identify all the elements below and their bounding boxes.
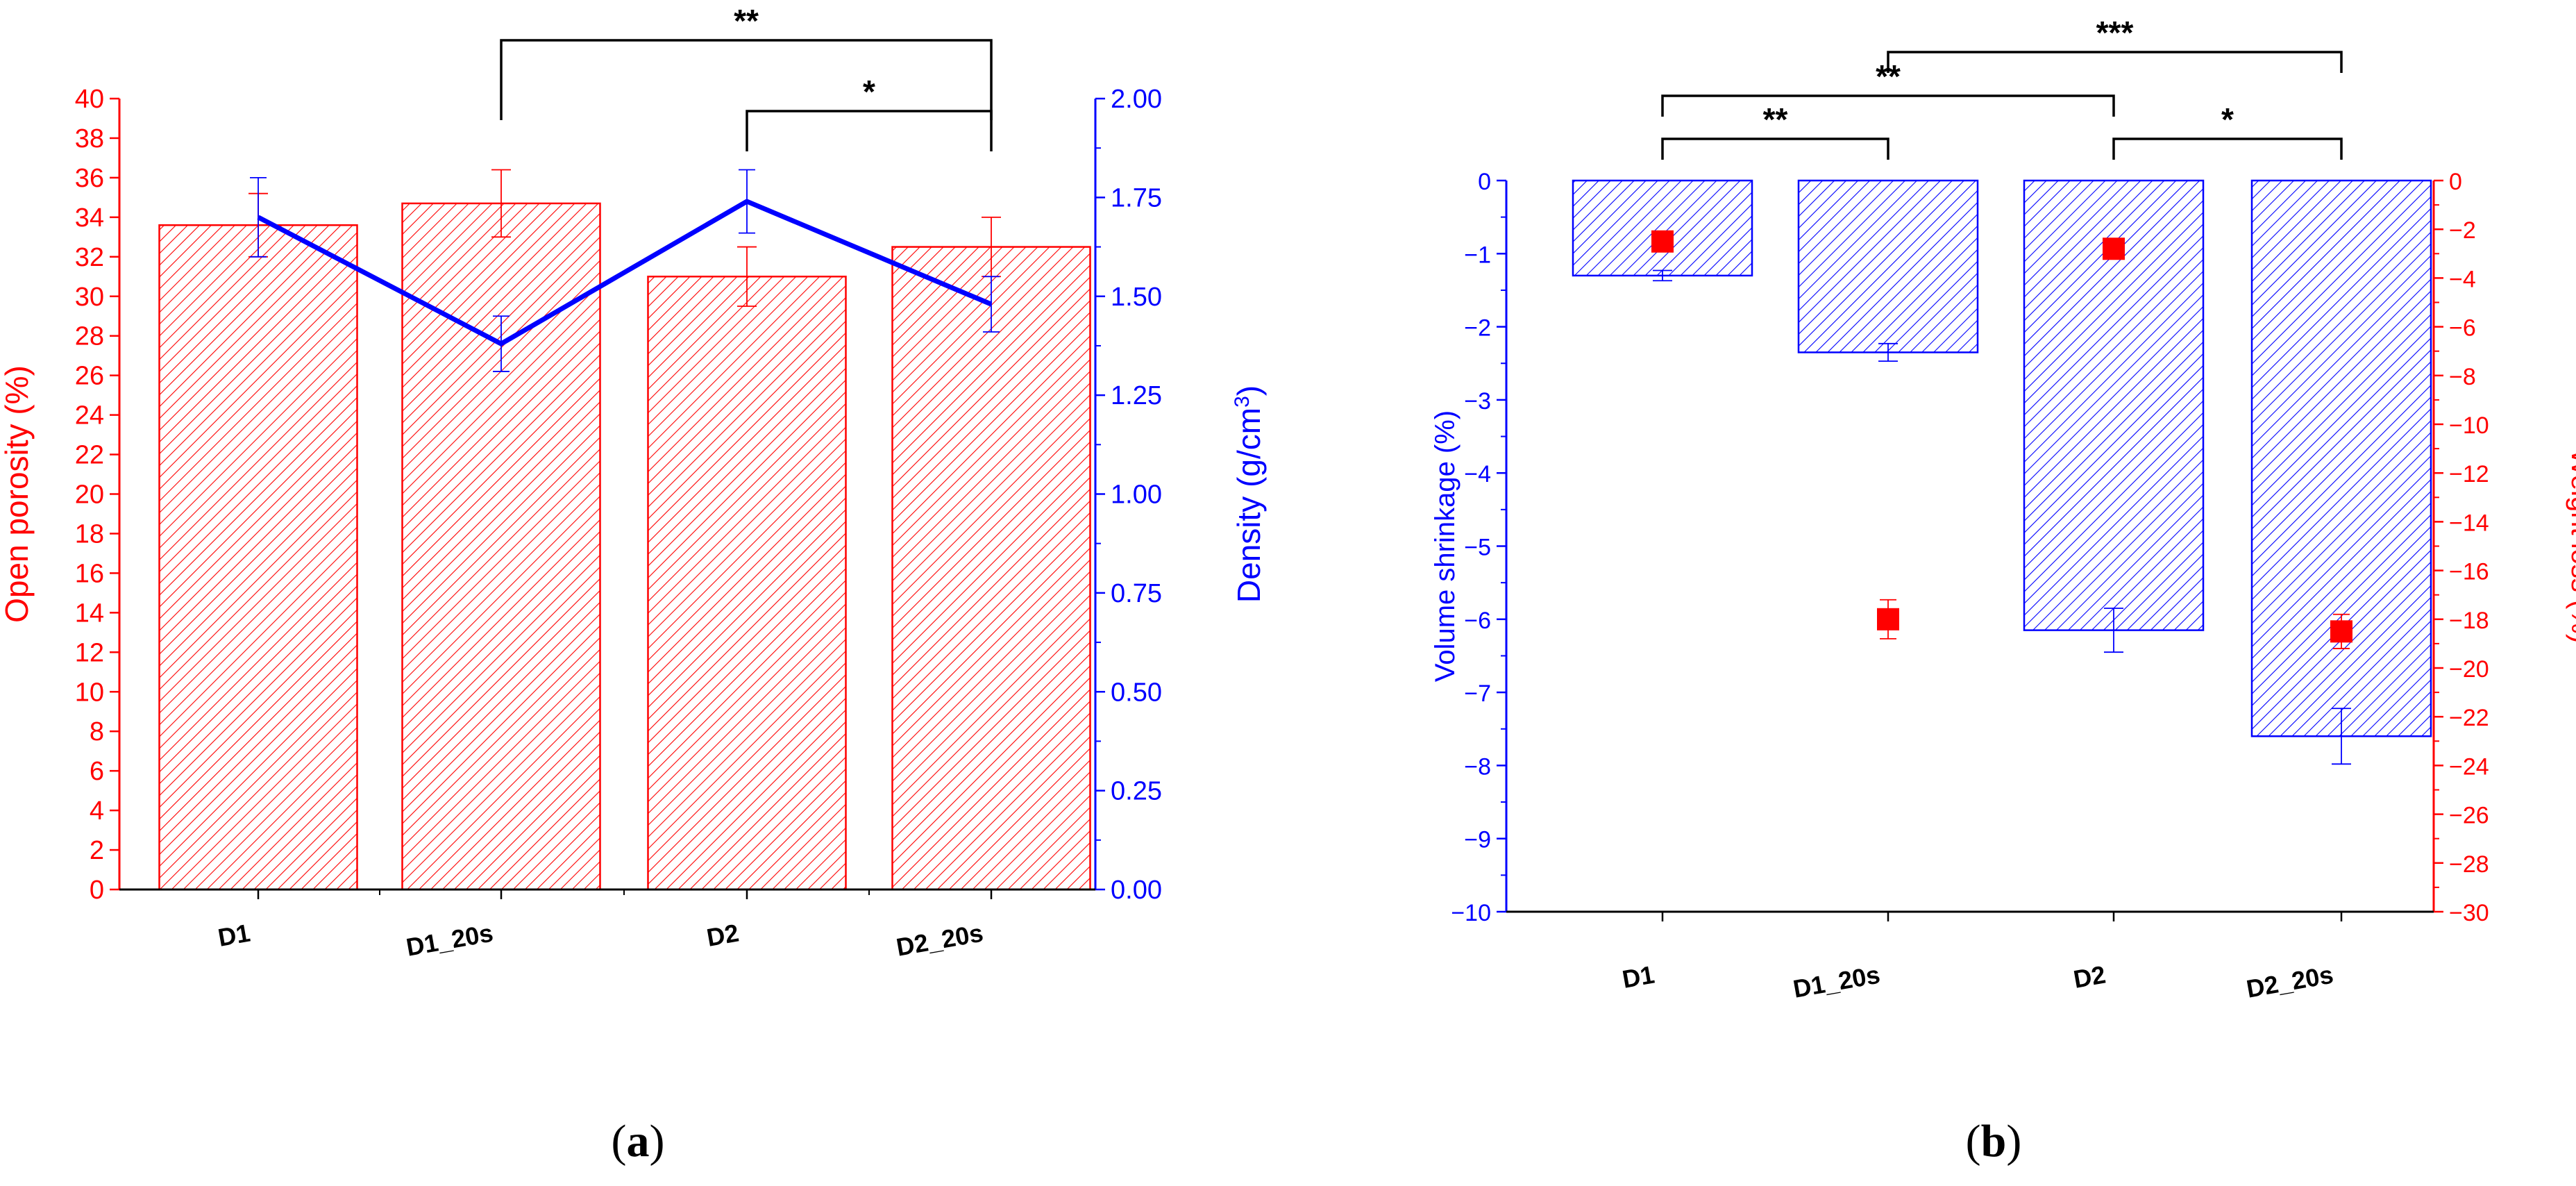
right-tick-label: −2 xyxy=(2449,217,2476,244)
right-tick-label: −10 xyxy=(2449,412,2489,439)
left-tick-label: 40 xyxy=(75,85,104,114)
left-tick-label: 12 xyxy=(75,638,104,667)
left-tick-label: −8 xyxy=(1464,753,1491,780)
left-tick-label: −7 xyxy=(1464,680,1491,707)
left-tick-label: −5 xyxy=(1464,535,1491,561)
right-tick-label: 0.00 xyxy=(1111,876,1162,905)
right-tick-label: −22 xyxy=(2449,705,2489,731)
left-tick-label: 34 xyxy=(75,203,104,233)
bar-d1-20s xyxy=(1797,179,1979,353)
left-tick-label: 8 xyxy=(90,717,104,746)
x-category-label: D2_20s xyxy=(2244,960,2335,1003)
right-tick-label: −4 xyxy=(2449,266,2476,292)
right-tick-label: −6 xyxy=(2449,315,2476,342)
left-tick-label: −4 xyxy=(1464,461,1491,487)
left-tick-label: 36 xyxy=(75,164,104,193)
right-tick-label: −28 xyxy=(2449,851,2489,878)
right-axis-title: Density (g/cm3) xyxy=(1231,385,1268,603)
left-tick-label: −2 xyxy=(1464,315,1491,342)
significance-label: ** xyxy=(1763,101,1788,137)
right-tick-label: 1.75 xyxy=(1111,183,1162,212)
weight-loss-marker xyxy=(2330,620,2352,643)
right-tick-label: −14 xyxy=(2449,510,2489,536)
right-tick-label: 1.25 xyxy=(1111,381,1162,410)
significance-label: * xyxy=(2221,101,2234,137)
right-tick-label: −18 xyxy=(2449,608,2489,634)
right-tick-label: −16 xyxy=(2449,559,2489,585)
right-axis-title-text: Density (g/cm xyxy=(1231,408,1267,603)
x-category-label: D2 xyxy=(705,919,741,952)
left-tick-label: 4 xyxy=(90,796,104,826)
weight-loss-marker xyxy=(1877,608,1899,630)
left-tick-label: 10 xyxy=(75,678,104,707)
left-tick-label: 20 xyxy=(75,481,104,510)
left-tick-label: 26 xyxy=(75,362,104,391)
right-tick-label: 0.50 xyxy=(1111,678,1162,707)
x-category-label: D1_20s xyxy=(1791,960,1882,1003)
x-category-label: D2 xyxy=(2071,960,2107,994)
left-tick-label: 6 xyxy=(90,757,104,786)
x-category-label: D1_20s xyxy=(404,919,495,962)
bar-d1 xyxy=(1572,179,1753,277)
panel-a-label: (a) xyxy=(612,1116,665,1167)
right-tick-label: 1.00 xyxy=(1111,481,1162,510)
right-tick-label: −26 xyxy=(2449,803,2489,829)
right-axis-title: Weight loss (%) xyxy=(2566,449,2576,643)
left-tick-label: 2 xyxy=(90,836,104,865)
significance-bracket xyxy=(1661,94,2115,117)
left-tick-label: 16 xyxy=(75,559,104,588)
left-tick-label: −1 xyxy=(1464,242,1491,268)
x-category-label: D1 xyxy=(216,919,252,952)
chart-a-porosity-density: 02468101214161820222426283032343638400.0… xyxy=(0,3,1267,962)
left-tick-label: 28 xyxy=(75,322,104,351)
left-tick-label: −10 xyxy=(1451,900,1491,926)
significance-bracket xyxy=(1887,51,2343,73)
right-tick-label: −20 xyxy=(2449,656,2489,683)
bar-d2-20s xyxy=(2250,179,2432,737)
left-tick-label: 30 xyxy=(75,283,104,312)
bar-d1 xyxy=(158,224,358,891)
significance-bracket xyxy=(500,39,993,120)
left-tick-label: 22 xyxy=(75,441,104,470)
right-tick-label: −24 xyxy=(2449,753,2489,780)
left-tick-label: −3 xyxy=(1464,388,1491,415)
weight-loss-marker xyxy=(1651,230,1674,253)
x-category-label: D2_20s xyxy=(894,919,985,962)
panel-b-label: (b) xyxy=(1966,1116,2022,1167)
weight-loss-marker xyxy=(2103,237,2125,260)
right-tick-label: 0 xyxy=(2449,169,2462,195)
left-tick-label: 14 xyxy=(75,599,104,628)
right-tick-label: −8 xyxy=(2449,364,2476,390)
left-tick-label: 0 xyxy=(90,876,104,905)
significance-bracket xyxy=(746,110,993,151)
right-tick-label: −30 xyxy=(2449,900,2489,926)
significance-label: *** xyxy=(2096,15,2134,51)
right-tick-label: 1.50 xyxy=(1111,283,1162,312)
left-tick-label: −6 xyxy=(1464,608,1491,634)
left-axis-title: Volume shrinkage (%) xyxy=(1430,410,1460,682)
left-tick-label: 32 xyxy=(75,243,104,272)
right-axis-title-sup: 3 xyxy=(1231,396,1254,408)
left-tick-label: 38 xyxy=(75,124,104,153)
significance-label: ** xyxy=(734,3,759,39)
right-axis-title-close: ) xyxy=(1231,385,1267,396)
right-tick-label: 2.00 xyxy=(1111,85,1162,114)
right-tick-label: 0.25 xyxy=(1111,777,1162,806)
left-tick-label: 0 xyxy=(1478,169,1491,195)
left-axis-title: Open porosity (%) xyxy=(0,365,35,623)
bar-d2-20s xyxy=(891,246,1091,891)
x-category-label: D1 xyxy=(1620,960,1656,994)
left-tick-label: 24 xyxy=(75,401,104,431)
left-tick-label: 18 xyxy=(75,519,104,549)
left-tick-label: −9 xyxy=(1464,827,1491,853)
right-tick-label: −12 xyxy=(2449,461,2489,487)
significance-bracket xyxy=(1661,137,1889,160)
density-line xyxy=(257,199,993,346)
significance-label: * xyxy=(863,74,875,110)
bar-d2 xyxy=(647,276,847,891)
chart-b-shrinkage-weight-loss: 0 −1 −2 −3 −4 −5 −6 −7 −8 −9 −10 0 −2 −4 −6 −8 −10 −12 −14… xyxy=(1430,15,2576,1003)
right-tick-label: 0.75 xyxy=(1111,579,1162,608)
significance-bracket xyxy=(2112,137,2343,160)
